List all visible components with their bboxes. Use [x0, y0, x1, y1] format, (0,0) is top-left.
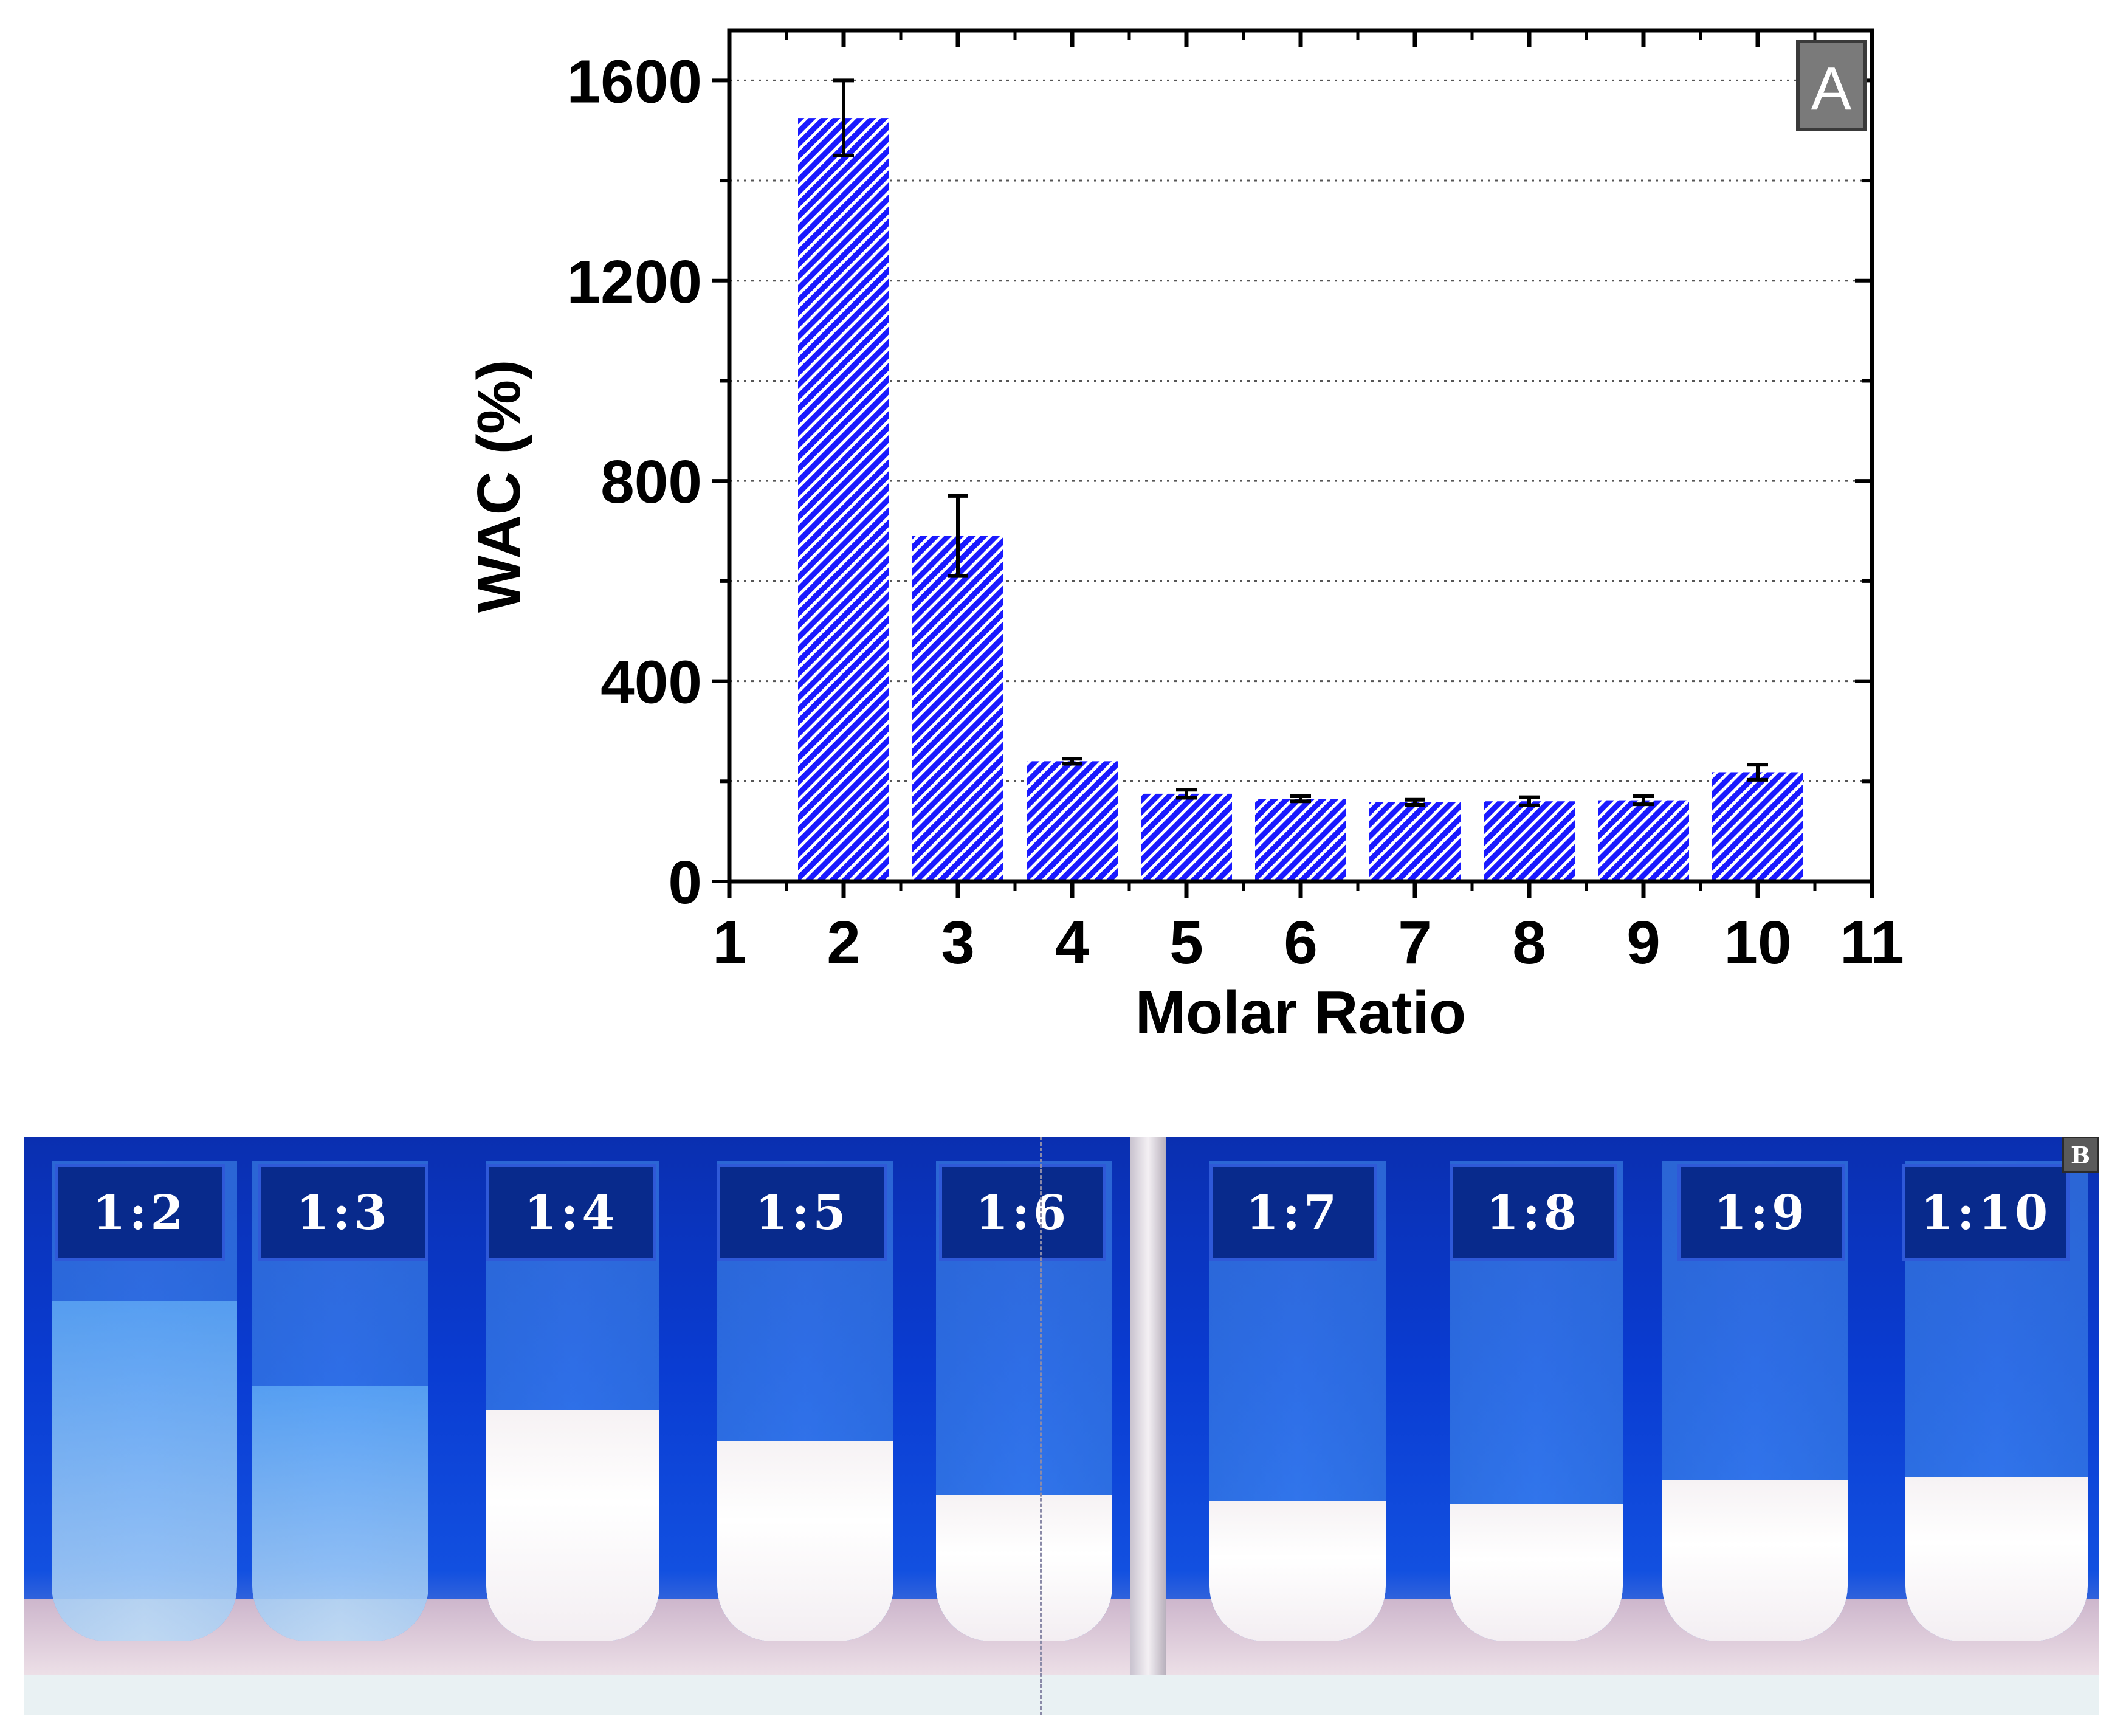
y-axis-title: WAC (%) — [465, 360, 533, 613]
bar — [1598, 800, 1689, 881]
y-tick-label: 400 — [600, 649, 702, 717]
bar — [798, 118, 889, 881]
tube-label: 1:5 — [717, 1164, 887, 1261]
x-tick-label: 11 — [1840, 909, 1904, 977]
tube-label: 1:3 — [258, 1164, 428, 1261]
x-tick-label: 6 — [1284, 909, 1318, 977]
bar — [1484, 801, 1575, 881]
gel-layer — [1209, 1501, 1386, 1641]
gel-tube-photo: 1:2 1:3 1:4 1:5 1:6 1:7 1:8 1:9 1:10 B — [24, 1137, 2099, 1715]
tick-labels: 1 2 3 4 5 6 7 8 9 10 11 0 400 800 1200 1600 — [567, 47, 1904, 977]
gel-layer — [717, 1441, 893, 1641]
gel-layer — [1662, 1480, 1848, 1641]
panel-b-badge: B — [2062, 1137, 2099, 1173]
axis-ticks — [712, 30, 1874, 898]
tube-label: 1:7 — [1209, 1164, 1377, 1261]
x-tick-label: 8 — [1512, 909, 1546, 977]
gel-layer — [1450, 1504, 1623, 1641]
tube-label: 1:6 — [939, 1164, 1106, 1261]
clear-liquid — [252, 1386, 428, 1641]
x-tick-label: 1 — [712, 909, 746, 977]
bar — [1255, 799, 1346, 881]
tube — [52, 1161, 237, 1641]
bar — [1369, 802, 1461, 881]
tube-label: 1:10 — [1902, 1164, 2070, 1261]
tube-label: 1:8 — [1450, 1164, 1617, 1261]
gel-layer — [1905, 1477, 2088, 1641]
x-tick-label: 7 — [1398, 909, 1432, 977]
bar — [912, 536, 1003, 881]
error-bars — [833, 78, 1768, 807]
bar — [1027, 761, 1118, 881]
bar — [1141, 793, 1232, 881]
x-tick-label: 4 — [1055, 909, 1089, 977]
divider-line — [1040, 1137, 1042, 1715]
tube-label: 1:2 — [55, 1164, 225, 1261]
clear-liquid — [52, 1301, 237, 1641]
y-tick-label: 800 — [600, 448, 702, 516]
tube-label: 1:9 — [1677, 1164, 1845, 1261]
x-tick-label: 5 — [1169, 909, 1203, 977]
gel-layer — [936, 1495, 1112, 1641]
grid-lines — [729, 79, 1872, 782]
x-tick-label: 10 — [1724, 909, 1791, 977]
wac-bar-chart: 1 2 3 4 5 6 7 8 9 10 11 0 400 800 1200 1600 Molar Ratio… — [465, 28, 1904, 1047]
plot-frame — [727, 28, 1874, 884]
panel-a-label: A — [1811, 55, 1852, 123]
x-axis-title: Molar Ratio — [1135, 979, 1466, 1047]
y-tick-label: 1600 — [567, 47, 702, 115]
x-tick-label: 9 — [1626, 909, 1660, 977]
bar — [1712, 772, 1803, 881]
tube-label: 1:4 — [486, 1164, 656, 1261]
bars — [798, 118, 1803, 881]
panel-a-badge: A — [1796, 40, 1867, 131]
x-tick-label: 2 — [827, 909, 861, 977]
y-tick-label: 0 — [668, 849, 702, 917]
panel-b-label: B — [2070, 1141, 2091, 1169]
y-tick-label: 1200 — [567, 248, 702, 316]
gel-layer — [486, 1410, 659, 1641]
photo-bottom-strip — [24, 1675, 2099, 1715]
rack-rod — [1130, 1137, 1166, 1684]
x-tick-label: 3 — [941, 909, 975, 977]
